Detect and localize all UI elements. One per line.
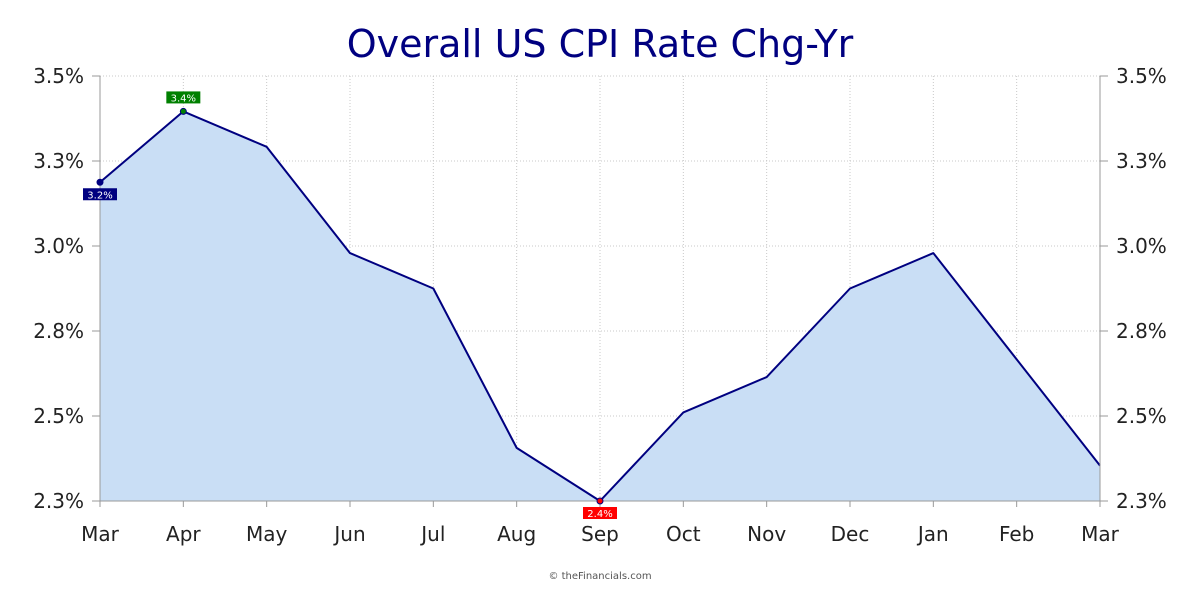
data-label-box: [583, 507, 617, 519]
data-labels: 3.2% 3.4% 2.4%: [83, 91, 617, 520]
x-tick-label: Mar: [1081, 522, 1120, 546]
data-point: [96, 178, 104, 186]
x-tick-label: Feb: [999, 522, 1034, 546]
y-tick-label-right: 2.3%: [1116, 489, 1167, 513]
data-label-text: 2.4%: [587, 509, 612, 520]
credit-text: © theFinancials.com: [548, 571, 651, 582]
data-point: [596, 497, 604, 505]
x-tick-label: Oct: [666, 522, 701, 546]
x-tick-label: Jan: [916, 522, 949, 546]
tick-labels: 3.5% 3.5% 3.3% 3.3% 3.0% 3.0% 2.8% 2.8% 2.5% 2.5%…: [33, 64, 1167, 546]
x-tick-label: Jul: [419, 522, 445, 546]
data-label: 3.4%: [166, 91, 201, 104]
y-tick-label-left: 2.5%: [33, 404, 84, 428]
x-tick-label: Nov: [747, 522, 786, 546]
x-tick-label: Sep: [581, 522, 619, 546]
y-tick-label-right: 3.0%: [1116, 234, 1167, 258]
data-label-box: [83, 188, 117, 201]
x-tick-label: Apr: [166, 522, 201, 546]
data-label-text: 3.2%: [87, 190, 112, 201]
data-label-text: 3.4%: [171, 93, 196, 104]
y-tick-label-right: 3.5%: [1116, 64, 1167, 88]
x-tick-label: Mar: [81, 522, 120, 546]
x-tick-label: May: [246, 522, 288, 546]
chart-title: Overall US CPI Rate Chg-Yr: [347, 22, 854, 66]
y-tick-label-left: 2.8%: [33, 319, 84, 343]
data-label: 3.2%: [83, 188, 117, 201]
y-tick-label-left: 2.3%: [33, 489, 84, 513]
x-tick-label: Dec: [831, 522, 870, 546]
data-label: 2.4%: [583, 507, 617, 520]
x-tick-label: Aug: [497, 522, 536, 546]
data-points: [96, 107, 604, 505]
data-point: [179, 107, 187, 115]
data-label-box: [166, 91, 201, 104]
y-tick-label-right: 2.5%: [1116, 404, 1167, 428]
area-fill: [100, 111, 1100, 502]
x-tick-label: Jun: [332, 522, 365, 546]
y-tick-label-left: 3.0%: [33, 234, 84, 258]
y-tick-label-left: 3.5%: [33, 64, 84, 88]
y-tick-label-left: 3.3%: [33, 149, 84, 173]
y-tick-label-right: 2.8%: [1116, 319, 1167, 343]
y-tick-label-right: 3.3%: [1116, 149, 1167, 173]
